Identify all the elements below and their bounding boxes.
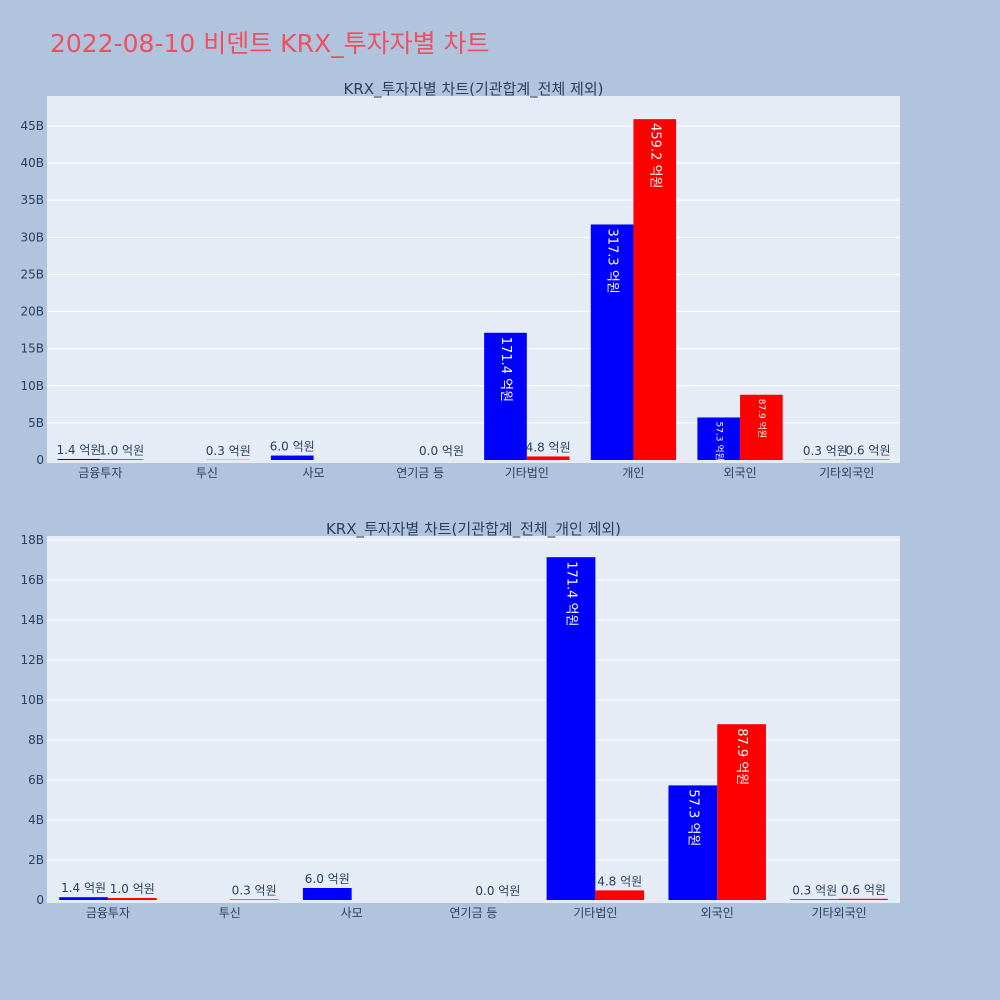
- y-tick-label: 8B: [28, 733, 44, 747]
- data-label: 4.8 억원: [526, 440, 571, 454]
- bar: [839, 898, 888, 900]
- y-tick-label: 18B: [20, 533, 44, 547]
- y-tick-label: 10B: [20, 693, 44, 707]
- data-label: 0.0 억원: [475, 884, 520, 898]
- y-tick-label: 14B: [20, 613, 44, 627]
- y-tick-label: 4B: [28, 813, 44, 827]
- y-tick-label: 40B: [20, 156, 44, 170]
- bar: [107, 898, 157, 900]
- bar: [633, 119, 677, 460]
- page-title: 2022-08-10 비덴트 KRX_투자자별 차트: [50, 29, 490, 58]
- data-label: 4.8 억원: [597, 874, 642, 888]
- chart-title: KRX_투자자별 차트(기관합계_전체 제외): [344, 80, 604, 99]
- bar: [484, 332, 527, 460]
- data-label: 171.4 억원: [563, 561, 578, 626]
- data-label: 0.3 억원: [232, 883, 277, 897]
- x-tick-label: 금융투자: [78, 466, 122, 480]
- y-tick-label: 0: [36, 893, 44, 907]
- data-label: 0.6 억원: [841, 883, 886, 897]
- bar: [697, 417, 741, 460]
- y-tick-label: 5B: [28, 416, 44, 430]
- bar: [229, 899, 279, 900]
- x-tick-label: 투신: [219, 906, 241, 920]
- data-label: 317.3 억원: [605, 228, 620, 293]
- y-tick-label: 30B: [20, 230, 44, 244]
- bar: [740, 394, 783, 460]
- plot-area: [47, 536, 900, 903]
- y-tick-label: 2B: [28, 853, 44, 867]
- data-label: 6.0 억원: [305, 872, 350, 886]
- chart-panel-2: 0 2B 4B 6B 8B 10B 12B 14B 16B 18B KRX_투자자별 차트(기관합계…: [20, 520, 900, 920]
- data-label: 0.0 억원: [419, 444, 464, 458]
- data-label: 87.9 억원: [734, 728, 749, 785]
- data-label: 459.2 억원: [647, 123, 662, 188]
- x-tick-label: 외국인: [701, 906, 734, 920]
- x-tick-label: 투신: [196, 466, 218, 480]
- data-label: 57.3 억원: [685, 789, 700, 846]
- bar: [717, 724, 766, 900]
- y-tick-label: 25B: [20, 267, 44, 281]
- bar: [526, 456, 570, 460]
- data-label: 57.3 억원: [713, 421, 725, 460]
- data-label: 0.3 억원: [792, 883, 837, 897]
- chart-panel-1: 0 5B 10B 15B 20B 25B 30B 35B 40B 45B KRX_투자자별 차트(기…: [20, 80, 900, 480]
- y-tick-label: 45B: [20, 119, 44, 133]
- data-label: 6.0 억원: [270, 440, 315, 454]
- x-tick-label: 사모: [303, 466, 325, 480]
- data-label: 1.4 억원: [56, 443, 101, 457]
- x-tick-label: 사모: [341, 906, 363, 920]
- data-label: 1.0 억원: [110, 882, 155, 896]
- x-tick-label: 개인: [622, 466, 644, 480]
- bar: [270, 455, 314, 460]
- y-tick-label: 15B: [20, 342, 44, 356]
- y-tick-label: 16B: [20, 573, 44, 587]
- bar: [100, 459, 143, 460]
- bar: [590, 224, 634, 460]
- bar: [595, 890, 645, 900]
- x-tick-label: 기타외국인: [819, 466, 874, 480]
- y-tick-label: 0: [36, 453, 44, 467]
- data-label: 1.4 억원: [61, 881, 106, 895]
- x-tick-label: 연기금 등: [450, 906, 498, 920]
- data-label: 0.6 억원: [846, 444, 891, 458]
- data-label: 0.3 억원: [206, 444, 251, 458]
- y-tick-label: 12B: [20, 653, 44, 667]
- data-label: 171.4 억원: [498, 337, 513, 402]
- data-label: 1.0 억원: [99, 443, 144, 457]
- y-tick-label: 20B: [20, 305, 44, 319]
- x-tick-label: 기타법인: [505, 466, 549, 480]
- bar: [57, 458, 101, 460]
- data-label: 87.9 억원: [756, 399, 768, 438]
- chart-title: KRX_투자자별 차트(기관합계_전체_개인 제외): [326, 520, 621, 539]
- y-tick-label: 10B: [20, 379, 44, 393]
- x-tick-label: 금융투자: [86, 906, 130, 920]
- bar: [790, 899, 840, 900]
- data-label: 0.3 억원: [803, 444, 848, 458]
- x-tick-label: 외국인: [724, 466, 757, 480]
- x-tick-label: 기타외국인: [811, 906, 866, 920]
- bar: [302, 888, 352, 900]
- y-tick-label: 35B: [20, 193, 44, 207]
- x-tick-label: 연기금 등: [396, 466, 444, 480]
- bar: [59, 897, 108, 900]
- bar: [546, 557, 596, 900]
- y-tick-label: 6B: [28, 773, 44, 787]
- x-tick-label: 기타법인: [573, 906, 617, 920]
- bar: [668, 785, 718, 900]
